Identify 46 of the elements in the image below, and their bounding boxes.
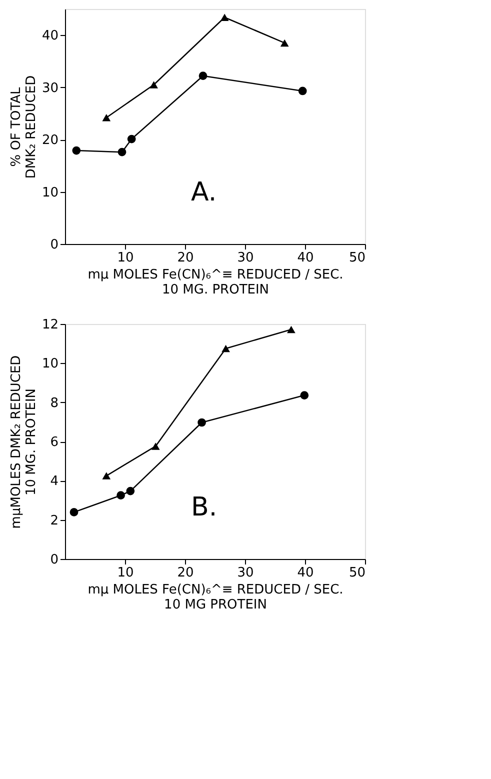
point [126, 486, 135, 496]
y-tick-label: 4 [50, 474, 58, 490]
y-tick-label: 40 [42, 28, 58, 44]
y-tick-label: 0 [50, 552, 58, 568]
point [298, 86, 307, 96]
y-tick-label: 2 [50, 513, 58, 528]
annotation: B. [191, 492, 218, 522]
x-tick-label: 50 [348, 566, 366, 580]
x-tick-label: 30 [237, 566, 254, 580]
x-tick-label: 40 [297, 566, 314, 580]
point [150, 81, 158, 88]
point [222, 344, 230, 352]
x-tick-label: 40 [297, 250, 314, 266]
point [198, 418, 206, 427]
point [198, 72, 208, 80]
y-tick-label: 20 [42, 133, 58, 148]
point [300, 391, 309, 400]
point [280, 39, 289, 47]
point [220, 14, 229, 21]
point [116, 491, 125, 500]
y-tick-label: 30 [42, 80, 58, 96]
y-tick-label: 12 [42, 318, 58, 332]
y-tick-label: 6 [50, 435, 58, 450]
y-tick-label: 0 [50, 238, 58, 252]
y-tick-label: 10 [42, 185, 58, 200]
x-axis-title: mμ MOLES Fe(CN)₆^≡ REDUCED / SEC. 10 MG. PROTEIN [88, 268, 344, 298]
y-axis-title: mμMOLES DMK₂ REDUCED 10 MG. PROTEIN [8, 355, 39, 529]
point [118, 148, 126, 156]
x-tick-label: 30 [237, 250, 254, 266]
y-tick-label: 10 [42, 356, 58, 372]
x-tick-label: 10 [117, 250, 134, 266]
point [70, 508, 78, 516]
y-axis-title: % OF TOTAL DMK₂ REDUCED [8, 75, 39, 179]
x-tick-label: 50 [348, 250, 366, 266]
x-axis-title: mμ MOLES Fe(CN)₆^≡ REDUCED / SEC. 10 MG PROTEIN [88, 582, 344, 612]
point [102, 472, 111, 480]
point [287, 326, 296, 334]
x-tick-label: 10 [117, 566, 134, 580]
y-tick-label: 8 [50, 396, 58, 411]
x-tick-label: 20 [177, 566, 194, 580]
x-tick-label: 20 [177, 250, 194, 266]
point [151, 442, 160, 450]
point [102, 114, 111, 122]
point [72, 146, 81, 155]
annotation: A. [191, 177, 217, 208]
point [127, 134, 136, 144]
